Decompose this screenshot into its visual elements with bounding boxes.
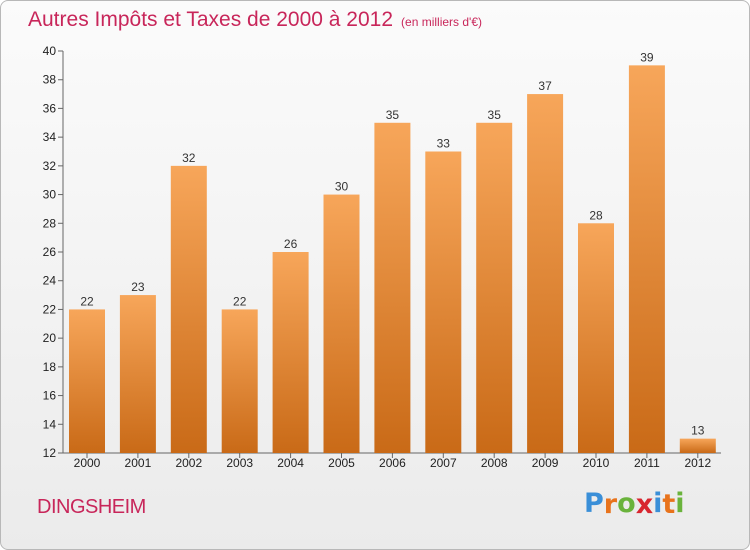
x-tick-label: 2006 — [379, 456, 406, 470]
bar — [119, 295, 156, 453]
bar-value-label: 28 — [589, 208, 603, 222]
bar-value-label: 35 — [386, 108, 400, 122]
bar-value-label: 23 — [131, 280, 145, 294]
bar — [69, 309, 105, 453]
chart-title: Autres Impôts et Taxes de 2000 à 2012 (en… — [28, 8, 482, 32]
logo-letter: x — [635, 489, 654, 520]
logo-letter: t — [662, 489, 676, 520]
city-name: DINGSHEIM — [37, 496, 146, 518]
bar — [323, 194, 360, 454]
y-tick-label: 30 — [43, 188, 57, 202]
y-tick-label: 40 — [43, 44, 57, 58]
bar — [476, 122, 513, 454]
x-tick-label: 2005 — [328, 456, 355, 470]
y-tick-label: 20 — [43, 331, 57, 345]
y-tick-label: 26 — [43, 245, 57, 259]
x-tick-label: 2000 — [74, 456, 101, 470]
logo-letter: P — [584, 488, 604, 519]
x-tick-label: 2002 — [175, 456, 202, 470]
bar — [272, 252, 309, 453]
x-tick-label: 2008 — [481, 456, 508, 470]
logo-letter: o — [617, 488, 636, 519]
y-tick-label: 16 — [43, 389, 57, 403]
logo-letter: r — [603, 489, 618, 520]
bar — [679, 438, 716, 453]
bar-value-label: 26 — [284, 237, 298, 251]
x-tick-label: 2011 — [634, 456, 660, 470]
y-tick-label: 24 — [43, 274, 57, 288]
bar — [170, 165, 207, 453]
bar-value-label: 37 — [538, 79, 552, 93]
bar — [221, 309, 258, 453]
bar-value-label: 13 — [691, 424, 705, 438]
y-tick-label: 34 — [43, 130, 57, 144]
chart-subtitle: (en milliers d'€) — [401, 15, 483, 29]
y-tick-label: 28 — [43, 216, 57, 230]
x-tick-label: 2010 — [583, 456, 610, 470]
bar-value-label: 22 — [80, 294, 94, 308]
y-tick-label: 14 — [43, 417, 57, 431]
bar-value-label: 33 — [437, 137, 451, 151]
data-labels: 22 23 32 22 26 30 35 33 35 37 28 39 13 — [80, 50, 704, 437]
bar-value-label: 30 — [335, 180, 349, 194]
bar-value-label: 22 — [233, 294, 247, 308]
y-tick-label: 22 — [43, 302, 57, 316]
y-tick-label: 12 — [43, 446, 57, 460]
x-tick-label: 2004 — [277, 456, 304, 470]
x-tick-label: 2003 — [226, 456, 253, 470]
bar-value-label: 35 — [488, 108, 502, 122]
y-tick-label: 36 — [43, 101, 57, 115]
x-tick-label: 2001 — [125, 456, 152, 470]
bar — [628, 65, 665, 453]
chart-title-text: Autres Impôts et Taxes de 2000 à 2012 — [28, 8, 394, 31]
x-tick-label: 2009 — [532, 456, 559, 470]
x-tick-label: 2012 — [684, 456, 711, 470]
y-tick-label: 18 — [43, 360, 57, 374]
logo-letter: i — [675, 488, 685, 519]
x-tick-label: 2007 — [430, 456, 457, 470]
bar — [578, 223, 614, 453]
bar — [527, 94, 564, 454]
bar-series — [69, 65, 716, 454]
y-tick-label: 32 — [43, 159, 57, 173]
bar — [374, 122, 411, 454]
y-tick-label: 38 — [43, 73, 57, 87]
bar — [425, 151, 462, 453]
proxiti-logo: Proxiti — [584, 488, 685, 520]
logo-letter: i — [653, 488, 663, 519]
bar-value-label: 32 — [182, 151, 196, 165]
bar-value-label: 39 — [640, 50, 654, 64]
